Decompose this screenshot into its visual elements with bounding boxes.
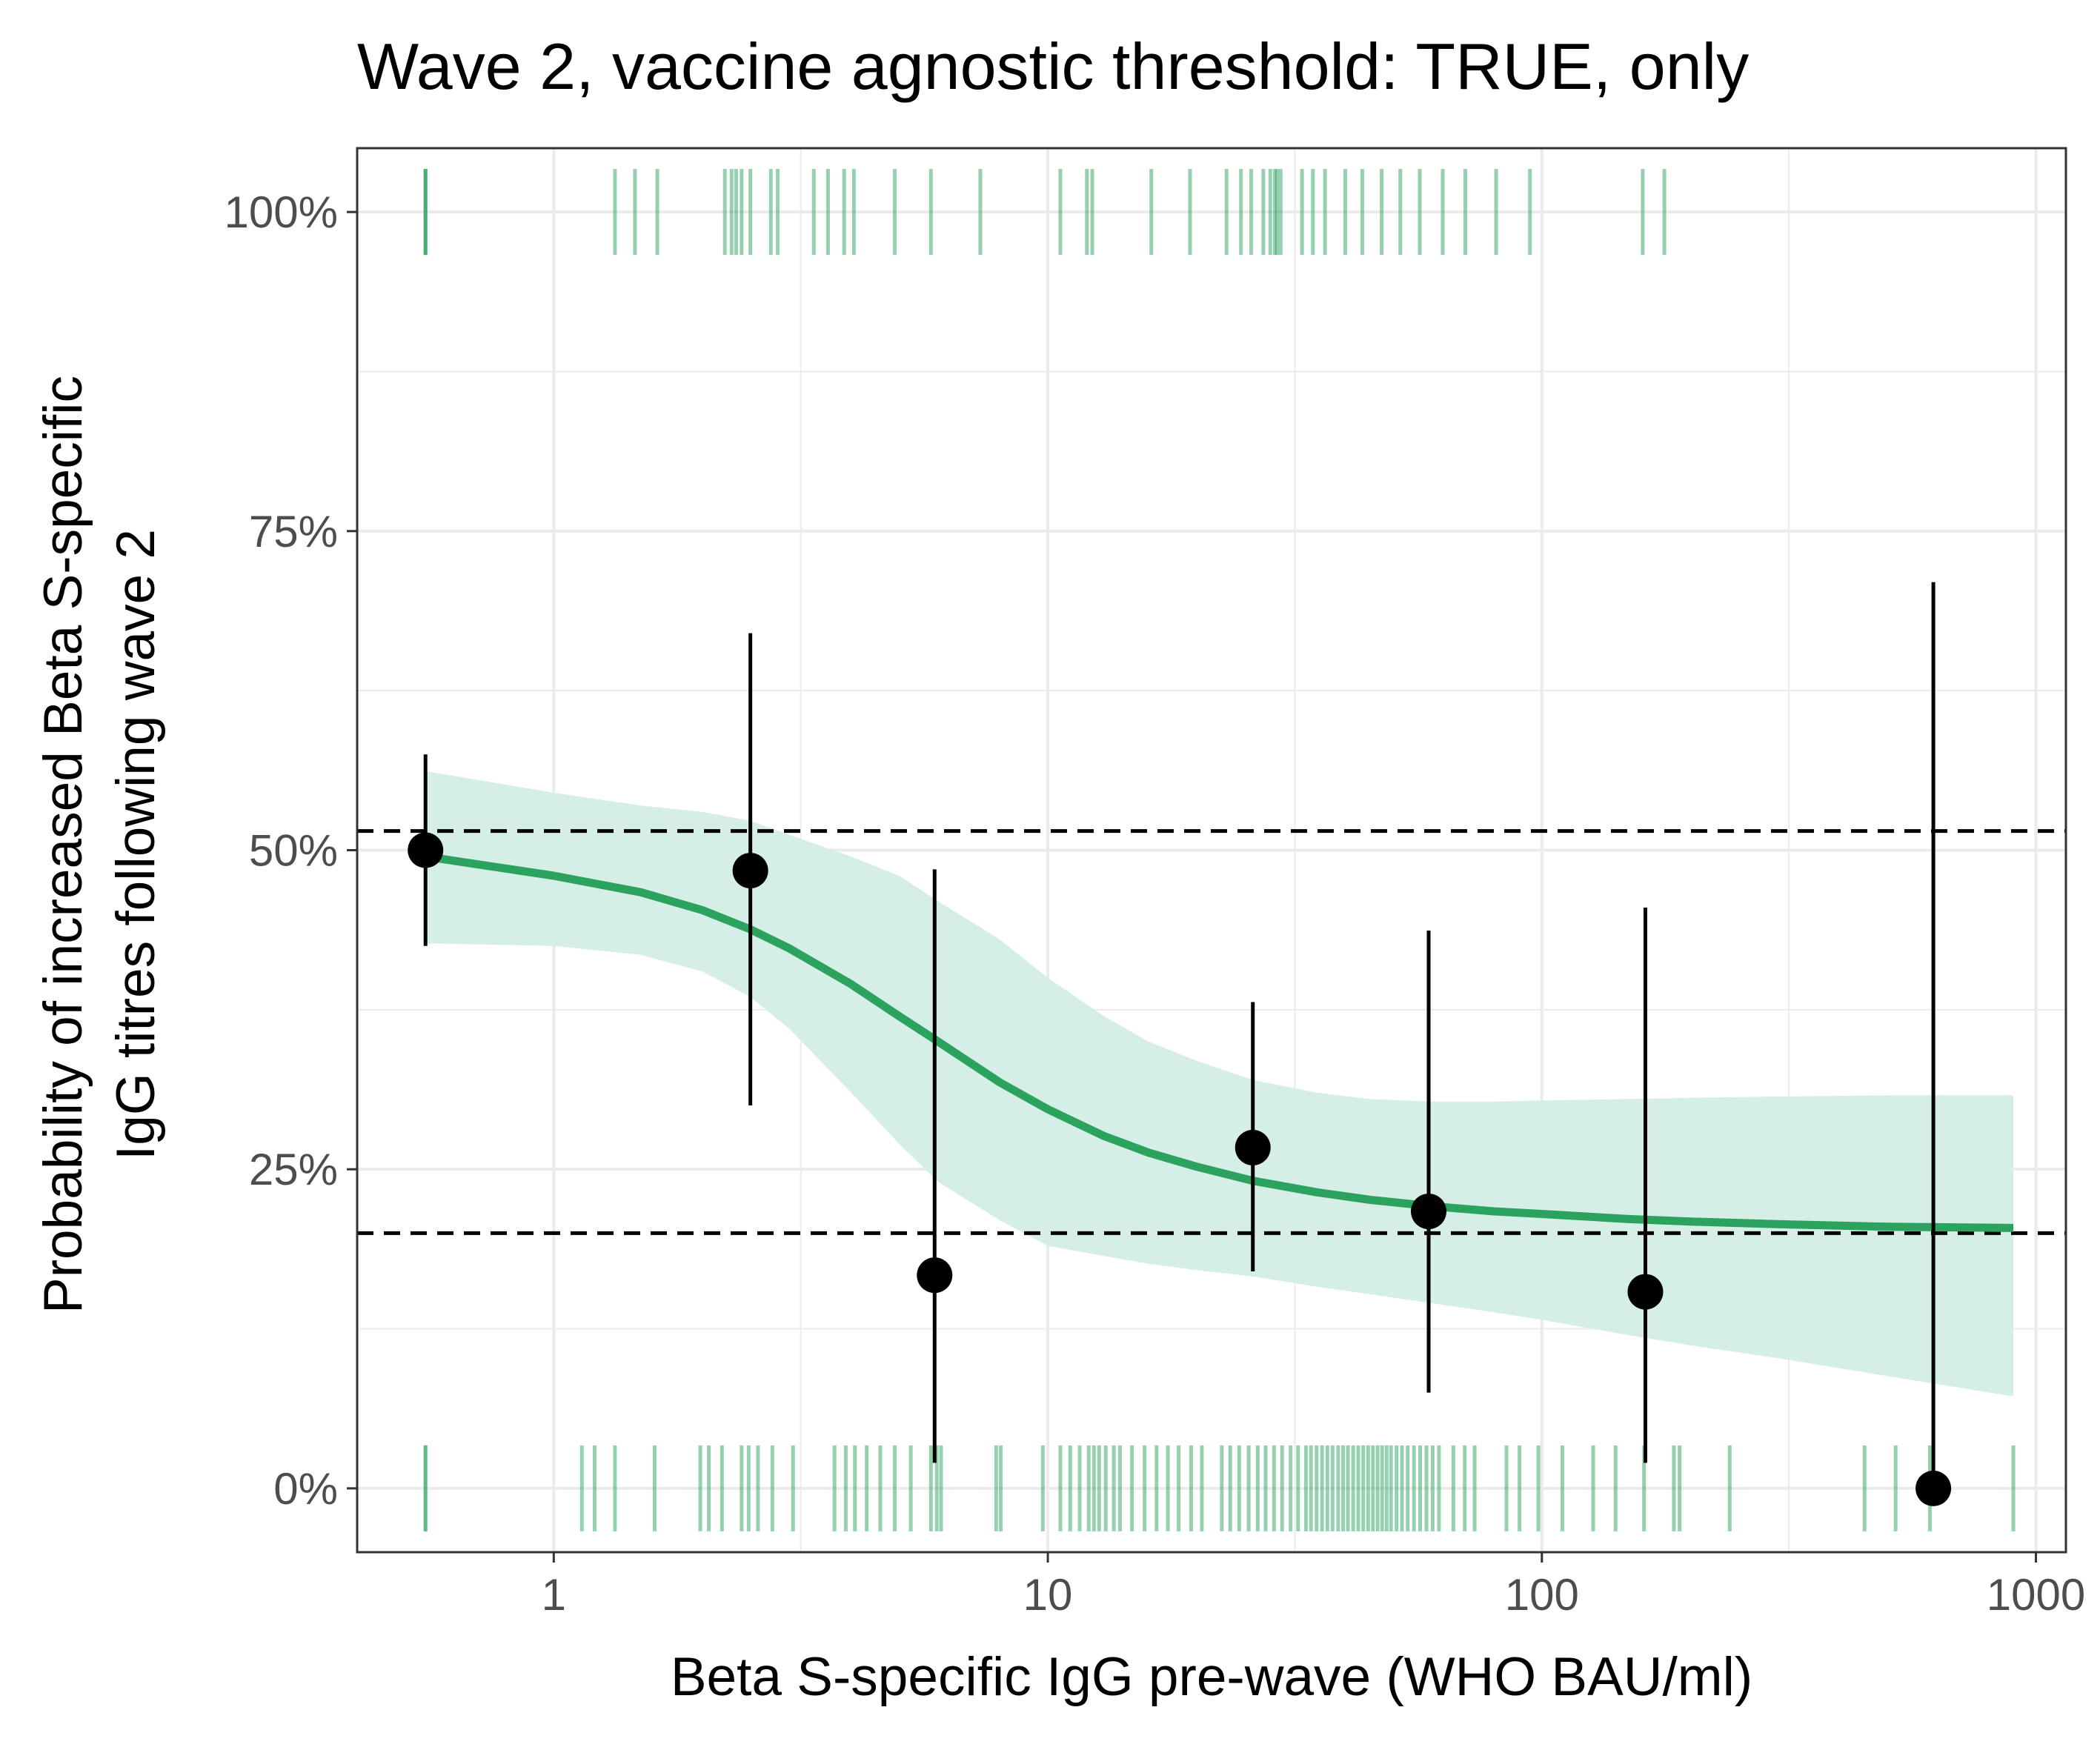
y-tick-label: 50% [249,826,338,876]
y-axis-title-line-1: Probability of increased Beta S-specific [33,376,93,1314]
y-tick-label: 25% [249,1145,338,1194]
data-point [1915,1470,1952,1506]
reference-lines [357,829,2066,1235]
data-point [408,832,444,868]
y-tick-label: 100% [225,187,338,237]
x-tick-label: 10 [1023,1570,1073,1620]
confidence-ribbon [425,771,2014,1397]
x-tick-label: 100 [1505,1570,1579,1620]
rug-marks [423,169,2016,1531]
binned-points [408,832,1952,1506]
data-point [917,1257,953,1294]
x-axis-ticks: 1 10 100 1000 [542,1552,2085,1620]
y-axis-title: Probability of increased Beta S-specific… [33,376,166,1314]
x-axis-title: Beta S-specific IgG pre-wave (WHO BAU/ml… [671,1647,1752,1707]
y-tick-label: 75% [249,507,338,556]
x-tick-label: 1000 [1987,1570,2085,1620]
y-axis-ticks: 0% 25% 50% 75% 100% [225,187,357,1514]
data-point [1235,1129,1271,1165]
chart-title: Wave 2, vaccine agnostic threshold: TRUE… [357,30,1749,103]
y-axis-title-line-2: IgG titres following wave 2 [106,529,166,1160]
data-point [1411,1194,1447,1230]
y-tick-label: 0% [273,1464,338,1514]
x-tick-label: 1 [542,1570,566,1620]
data-point [732,853,768,889]
confidence-band [425,771,2014,1397]
data-point [1627,1274,1664,1310]
